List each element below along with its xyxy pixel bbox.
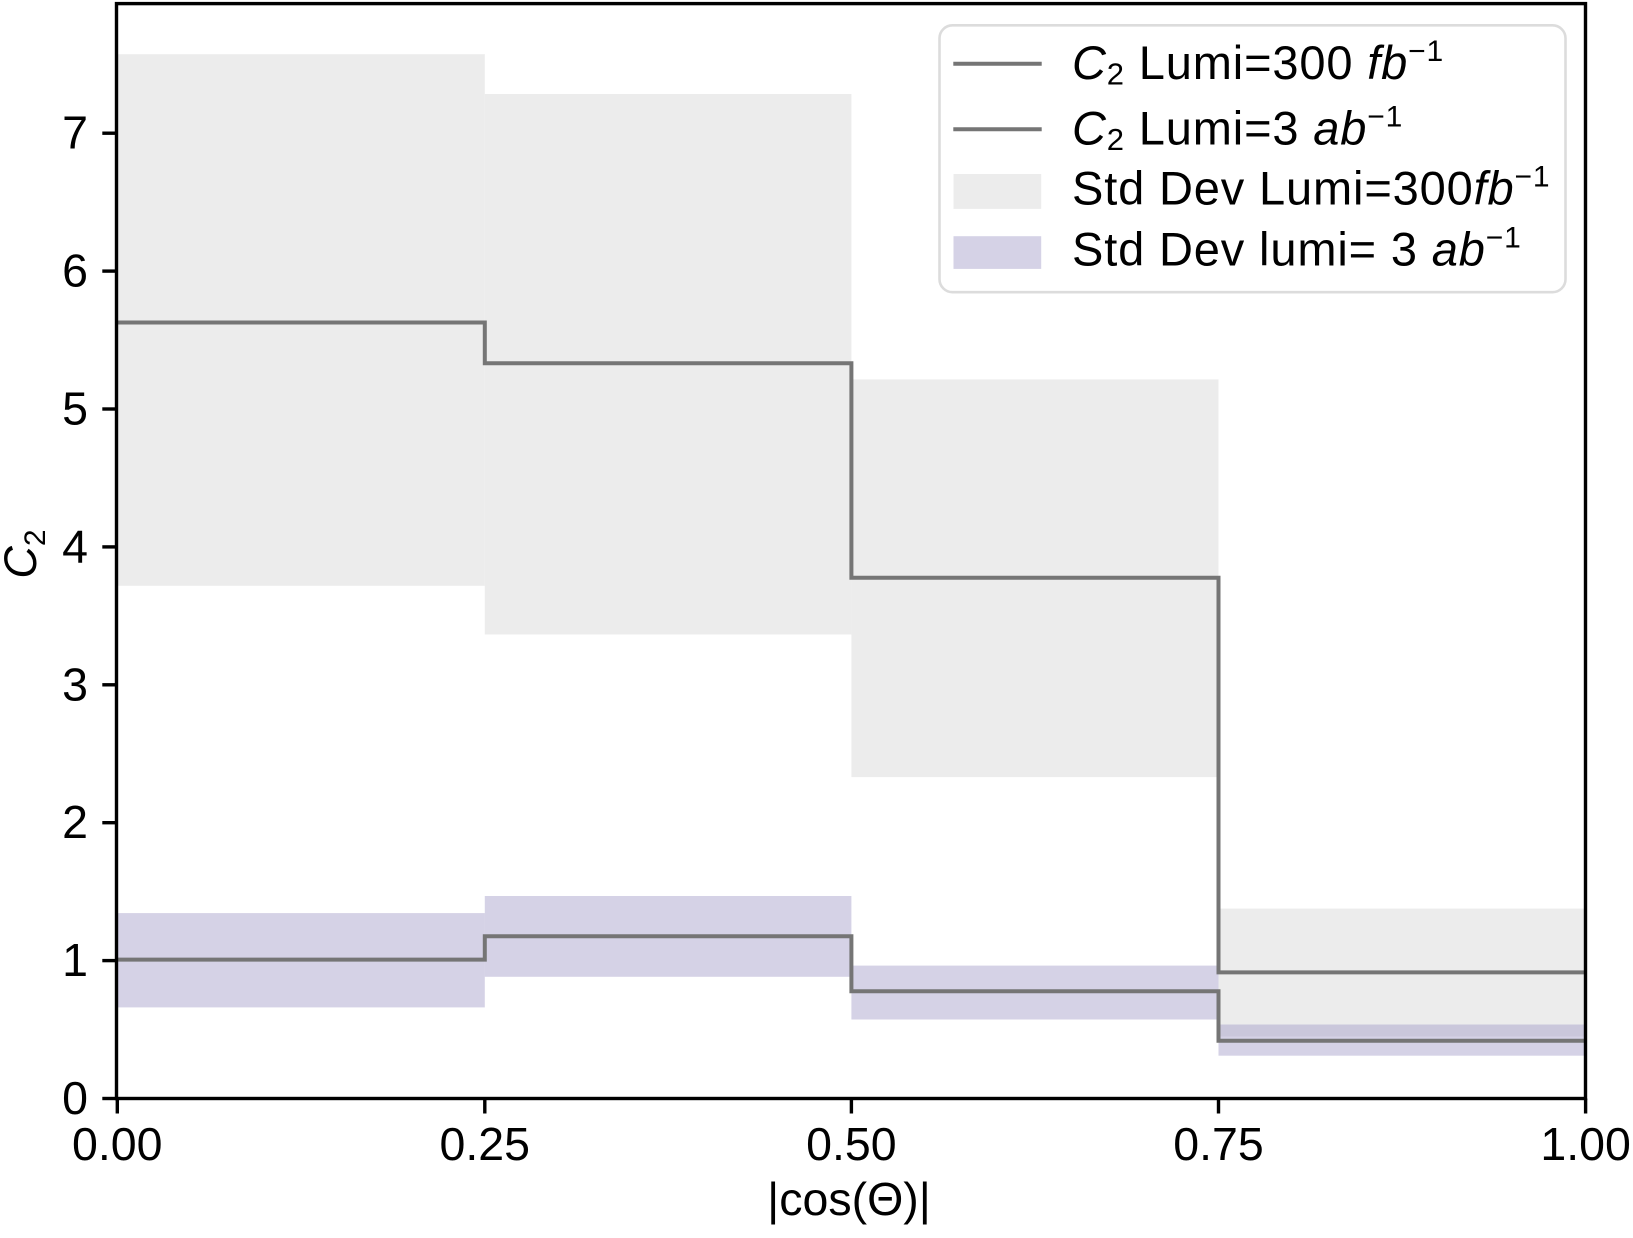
svg-text:5: 5 [62, 383, 88, 435]
svg-text:4: 4 [62, 520, 88, 572]
svg-text:2: 2 [62, 796, 88, 848]
svg-text:0.00: 0.00 [72, 1118, 163, 1170]
svg-text:C2 Lumi=3 ab−1: C2 Lumi=3 ab−1 [1072, 101, 1403, 158]
svg-text:0.50: 0.50 [806, 1118, 897, 1170]
svg-text:Std Dev lumi= 3 ab−1: Std Dev lumi= 3 ab−1 [1072, 221, 1522, 275]
svg-text:1.00: 1.00 [1540, 1118, 1631, 1170]
svg-text:0.25: 0.25 [440, 1118, 531, 1170]
svg-text:7: 7 [62, 107, 88, 159]
svg-text:C2 Lumi=300 fb−1: C2 Lumi=300 fb−1 [1072, 35, 1444, 92]
svg-text:1: 1 [62, 934, 88, 986]
svg-text:0: 0 [62, 1072, 88, 1124]
svg-text:|cos(Θ)|: |cos(Θ)| [767, 1173, 931, 1225]
svg-text:Std Dev Lumi=300fb−1: Std Dev Lumi=300fb−1 [1072, 161, 1550, 215]
svg-text:6: 6 [62, 245, 88, 297]
svg-text:3: 3 [62, 658, 88, 710]
svg-text:0.75: 0.75 [1173, 1118, 1264, 1170]
